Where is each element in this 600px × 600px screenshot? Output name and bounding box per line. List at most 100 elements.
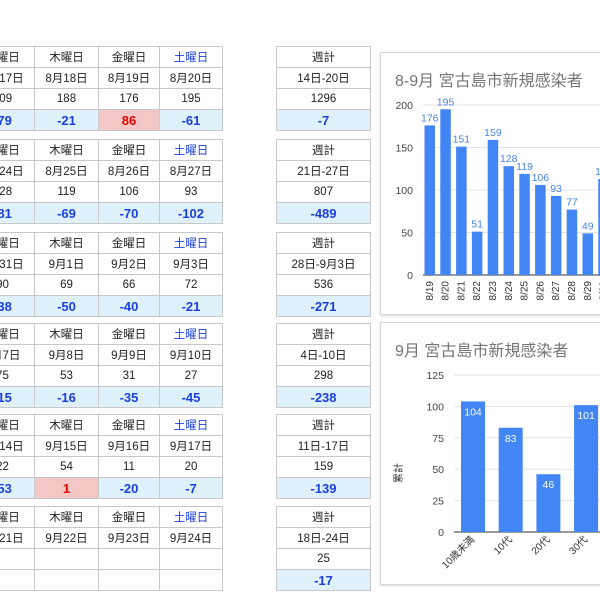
x-tick-label: 8/20 (441, 281, 452, 301)
x-tick-label: 10歳未満 (440, 534, 478, 572)
summary-range: 14日-20日 (276, 67, 371, 89)
bar (566, 209, 578, 275)
date-cell: 9月7日 (0, 344, 35, 366)
day-header: 土曜日 (159, 323, 223, 345)
x-tick-label: 20代 (529, 534, 552, 557)
date-cell: 8月25日 (34, 160, 99, 182)
table-row: 159 (276, 456, 371, 478)
day-header: 水曜日 (0, 46, 35, 68)
table-row: 536 (276, 274, 371, 296)
count-cell: 72 (159, 274, 223, 296)
bar-value-label: 93 (550, 183, 562, 195)
count-cell: 20 (159, 456, 223, 478)
bar-value-label: 51 (471, 219, 483, 231)
table-row: 水曜日木曜日金曜日土曜日 (0, 323, 282, 345)
summary-header: 週計 (276, 46, 371, 68)
day-header: 水曜日 (0, 232, 35, 254)
bar-value-label: 176 (421, 112, 439, 124)
day-header: 金曜日 (98, 46, 160, 68)
table-row (0, 569, 282, 591)
bar (456, 146, 467, 275)
date-cell: 8月17日 (0, 67, 35, 89)
table-row: 22541120 (0, 456, 282, 478)
y-tick-label: 50 (401, 228, 413, 240)
table-row: 298 (276, 365, 371, 387)
date-cell: 9月1日 (34, 253, 99, 275)
summary-diff: -7 (276, 109, 371, 131)
table-row: -17 (276, 569, 371, 591)
table-row: 9月14日9月15日9月16日9月17日 (0, 435, 282, 457)
day-header: 木曜日 (34, 506, 99, 528)
count-cell: 53 (34, 365, 99, 387)
table-row: -489 (276, 202, 371, 224)
table-row: 12811910693 (0, 181, 282, 203)
count-cell: 209 (0, 88, 35, 110)
count-cell: 93 (159, 181, 223, 203)
x-tick-label: 8/28 (567, 281, 578, 301)
table-row: -139 (276, 477, 371, 499)
day-header: 水曜日 (0, 414, 35, 436)
date-cell: 9月3日 (159, 253, 223, 275)
day-header: 木曜日 (34, 232, 99, 254)
day-header: 金曜日 (98, 414, 160, 436)
bar-value-label: 101 (577, 410, 595, 422)
table-row: -271 (276, 295, 371, 317)
summary-total: 536 (276, 274, 371, 296)
week-table: 水曜日木曜日金曜日土曜日8月17日8月18日8月19日8月20日20918817… (0, 46, 282, 131)
bar-value-label: 77 (566, 197, 578, 209)
diff-cell: -69 (34, 202, 99, 224)
chart-card-september: 9月 宮古島市新規感染者 0 25 50 75 100 125 累計 104 10歳未満 83 10… (380, 322, 600, 585)
weekly-summary-table: 週計 4日-10日 298 -238 (276, 323, 371, 408)
date-cell: 8月19日 (98, 67, 160, 89)
count-cell (34, 548, 99, 570)
weekly-summary-table: 週計 14日-20日 1296 -7 (276, 46, 371, 131)
bar (471, 231, 483, 275)
weekly-summary-table: 週計 28日-9月3日 536 -271 (276, 232, 371, 317)
summary-range: 11日-17日 (276, 435, 371, 457)
date-cell: 8月27日 (159, 160, 223, 182)
count-cell: 195 (159, 88, 223, 110)
diff-cell: -21 (34, 109, 99, 131)
table-row: 90696672 (0, 274, 282, 296)
date-cell: 9月17日 (159, 435, 223, 457)
summary-range: 4日-10日 (276, 344, 371, 366)
bar-value-label: 128 (500, 153, 518, 165)
week-table: 水曜日木曜日金曜日土曜日8月24日8月25日8月26日8月27日12811910… (0, 139, 282, 224)
day-header: 土曜日 (159, 232, 223, 254)
x-tick-label: 8/24 (504, 281, 515, 301)
weekly-summary-table: 週計 11日-17日 159 -139 (276, 414, 371, 499)
bar-value-label: 113 (595, 166, 600, 178)
bar-value-label: 159 (484, 127, 502, 139)
date-cell: 9月14日 (0, 435, 35, 457)
day-header: 木曜日 (34, 46, 99, 68)
bar-value-label: 46 (543, 479, 555, 491)
table-row: -15-16-35-45 (0, 386, 282, 408)
count-cell: 27 (159, 365, 223, 387)
count-cell: 176 (98, 88, 160, 110)
count-cell: 119 (34, 181, 99, 203)
table-row: 9月7日9月8日9月9日9月10日 (0, 344, 282, 366)
date-cell: 8月31日 (0, 253, 35, 275)
day-header: 金曜日 (98, 323, 160, 345)
date-cell: 9月10日 (159, 344, 223, 366)
bar (519, 173, 530, 275)
table-row: -38-50-40-21 (0, 295, 282, 317)
bar (503, 166, 514, 275)
weekly-summary-table: 週計 21日-27日 807 -489 (276, 139, 371, 224)
day-header: 土曜日 (159, 414, 223, 436)
diff-cell: -21 (159, 295, 223, 317)
diff-cell: -81 (0, 202, 35, 224)
summary-total: 807 (276, 181, 371, 203)
bar (498, 427, 523, 532)
table-row: 水曜日木曜日金曜日土曜日 (0, 506, 282, 528)
table-row: 週計 (276, 323, 371, 345)
diff-cell: -20 (98, 477, 160, 499)
summary-diff: -489 (276, 202, 371, 224)
date-cell: 9月2日 (98, 253, 160, 275)
summary-diff: -271 (276, 295, 371, 317)
count-cell: 54 (34, 456, 99, 478)
count-cell: 106 (98, 181, 160, 203)
bar (461, 401, 485, 532)
table-row: 水曜日木曜日金曜日土曜日 (0, 46, 282, 68)
table-row: 209188176195 (0, 88, 282, 110)
